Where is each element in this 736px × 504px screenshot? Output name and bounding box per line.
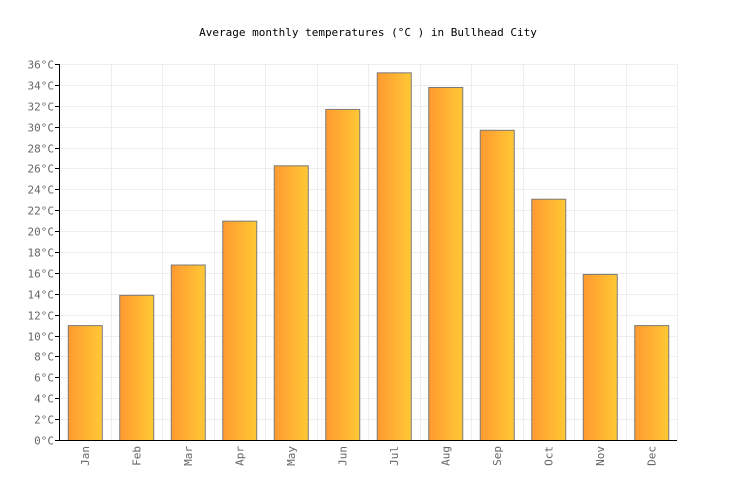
bar-jan	[67, 325, 103, 441]
y-tick-label: 4°C	[34, 393, 54, 406]
x-tick-label: Apr	[233, 446, 246, 466]
bar-dec	[634, 325, 670, 441]
y-tick-label: 34°C	[28, 80, 55, 93]
y-tick-label: 36°C	[28, 59, 55, 72]
x-tick-label: Oct	[542, 446, 555, 466]
bar-jul	[376, 72, 412, 441]
y-tick-label: 32°C	[28, 101, 55, 114]
y-tick-label: 8°C	[34, 351, 54, 364]
bar-oct	[531, 198, 567, 441]
y-tick-label: 16°C	[28, 268, 55, 281]
x-tick-label: Mar	[182, 446, 195, 466]
bar-apr	[222, 220, 258, 441]
y-tick-label: 22°C	[28, 205, 55, 218]
y-tick-label: 2°C	[34, 414, 54, 427]
x-tick-label: Dec	[645, 446, 658, 466]
x-tick-label: May	[285, 446, 298, 466]
bar-feb	[119, 294, 155, 442]
x-tick-label: Jan	[79, 446, 92, 466]
bar-may	[273, 165, 309, 442]
bar-aug	[428, 86, 464, 441]
x-tick-label: Aug	[439, 446, 452, 466]
x-tick-label: Jun	[336, 446, 349, 466]
y-tick-label: 30°C	[28, 122, 55, 135]
x-tick-label: Sep	[491, 446, 504, 466]
y-tick-label: 14°C	[28, 289, 55, 302]
y-tick-label: 12°C	[28, 310, 55, 323]
bar-mar	[170, 264, 206, 441]
y-tick-label: 20°C	[28, 226, 55, 239]
y-tick-label: 24°C	[28, 184, 55, 197]
chart-title: Average monthly temperatures (°C ) in Bu…	[199, 26, 537, 39]
x-tick-label: Nov	[594, 446, 607, 466]
y-tick-label: 10°C	[28, 331, 55, 344]
y-tick-label: 0°C	[34, 435, 54, 448]
y-tick-label: 28°C	[28, 143, 55, 156]
y-tick-label: 18°C	[28, 247, 55, 260]
x-tick-label: Jul	[388, 446, 401, 466]
bar-sep	[479, 129, 515, 442]
bar-jun	[325, 108, 361, 442]
bar-nov	[582, 273, 618, 441]
y-tick-label: 6°C	[34, 372, 54, 385]
y-tick-label: 26°C	[28, 163, 55, 176]
x-tick-label: Feb	[130, 446, 143, 466]
